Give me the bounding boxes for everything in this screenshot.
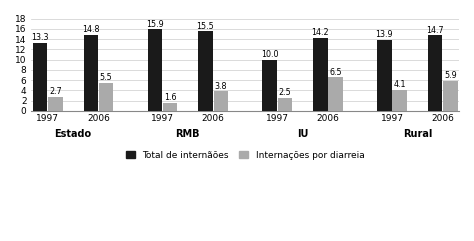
Text: 6.5: 6.5: [329, 68, 342, 77]
Legend: Total de internãões, Internações por diarreia: Total de internãões, Internações por dia…: [126, 151, 365, 160]
Text: 2.7: 2.7: [49, 87, 62, 96]
Text: 3.8: 3.8: [215, 81, 227, 91]
Bar: [392, 90, 407, 111]
Text: Rural: Rural: [402, 129, 432, 139]
Bar: [147, 29, 162, 111]
Bar: [163, 103, 177, 111]
Bar: [83, 35, 98, 111]
Text: 14.8: 14.8: [82, 25, 100, 34]
Text: 14.2: 14.2: [311, 28, 329, 37]
Text: 13.3: 13.3: [31, 33, 49, 42]
Bar: [377, 40, 392, 111]
Text: Estado: Estado: [55, 129, 91, 139]
Bar: [443, 80, 457, 111]
Bar: [33, 43, 47, 111]
Text: 2.5: 2.5: [278, 88, 291, 97]
Text: RMB: RMB: [175, 129, 200, 139]
Bar: [99, 83, 113, 111]
Bar: [48, 97, 63, 111]
Bar: [328, 78, 343, 111]
Bar: [428, 35, 442, 111]
Bar: [313, 38, 328, 111]
Bar: [213, 91, 228, 111]
Text: 15.9: 15.9: [146, 20, 164, 28]
Bar: [262, 60, 277, 111]
Text: 5.5: 5.5: [100, 73, 112, 82]
Text: 14.7: 14.7: [426, 26, 444, 35]
Text: 15.5: 15.5: [197, 21, 214, 31]
Text: IU: IU: [297, 129, 308, 139]
Text: 4.1: 4.1: [393, 80, 406, 89]
Text: 1.6: 1.6: [164, 93, 176, 102]
Text: 13.9: 13.9: [375, 30, 393, 39]
Text: 10.0: 10.0: [261, 50, 278, 59]
Bar: [278, 98, 292, 111]
Bar: [198, 31, 213, 111]
Text: 5.9: 5.9: [444, 71, 456, 80]
